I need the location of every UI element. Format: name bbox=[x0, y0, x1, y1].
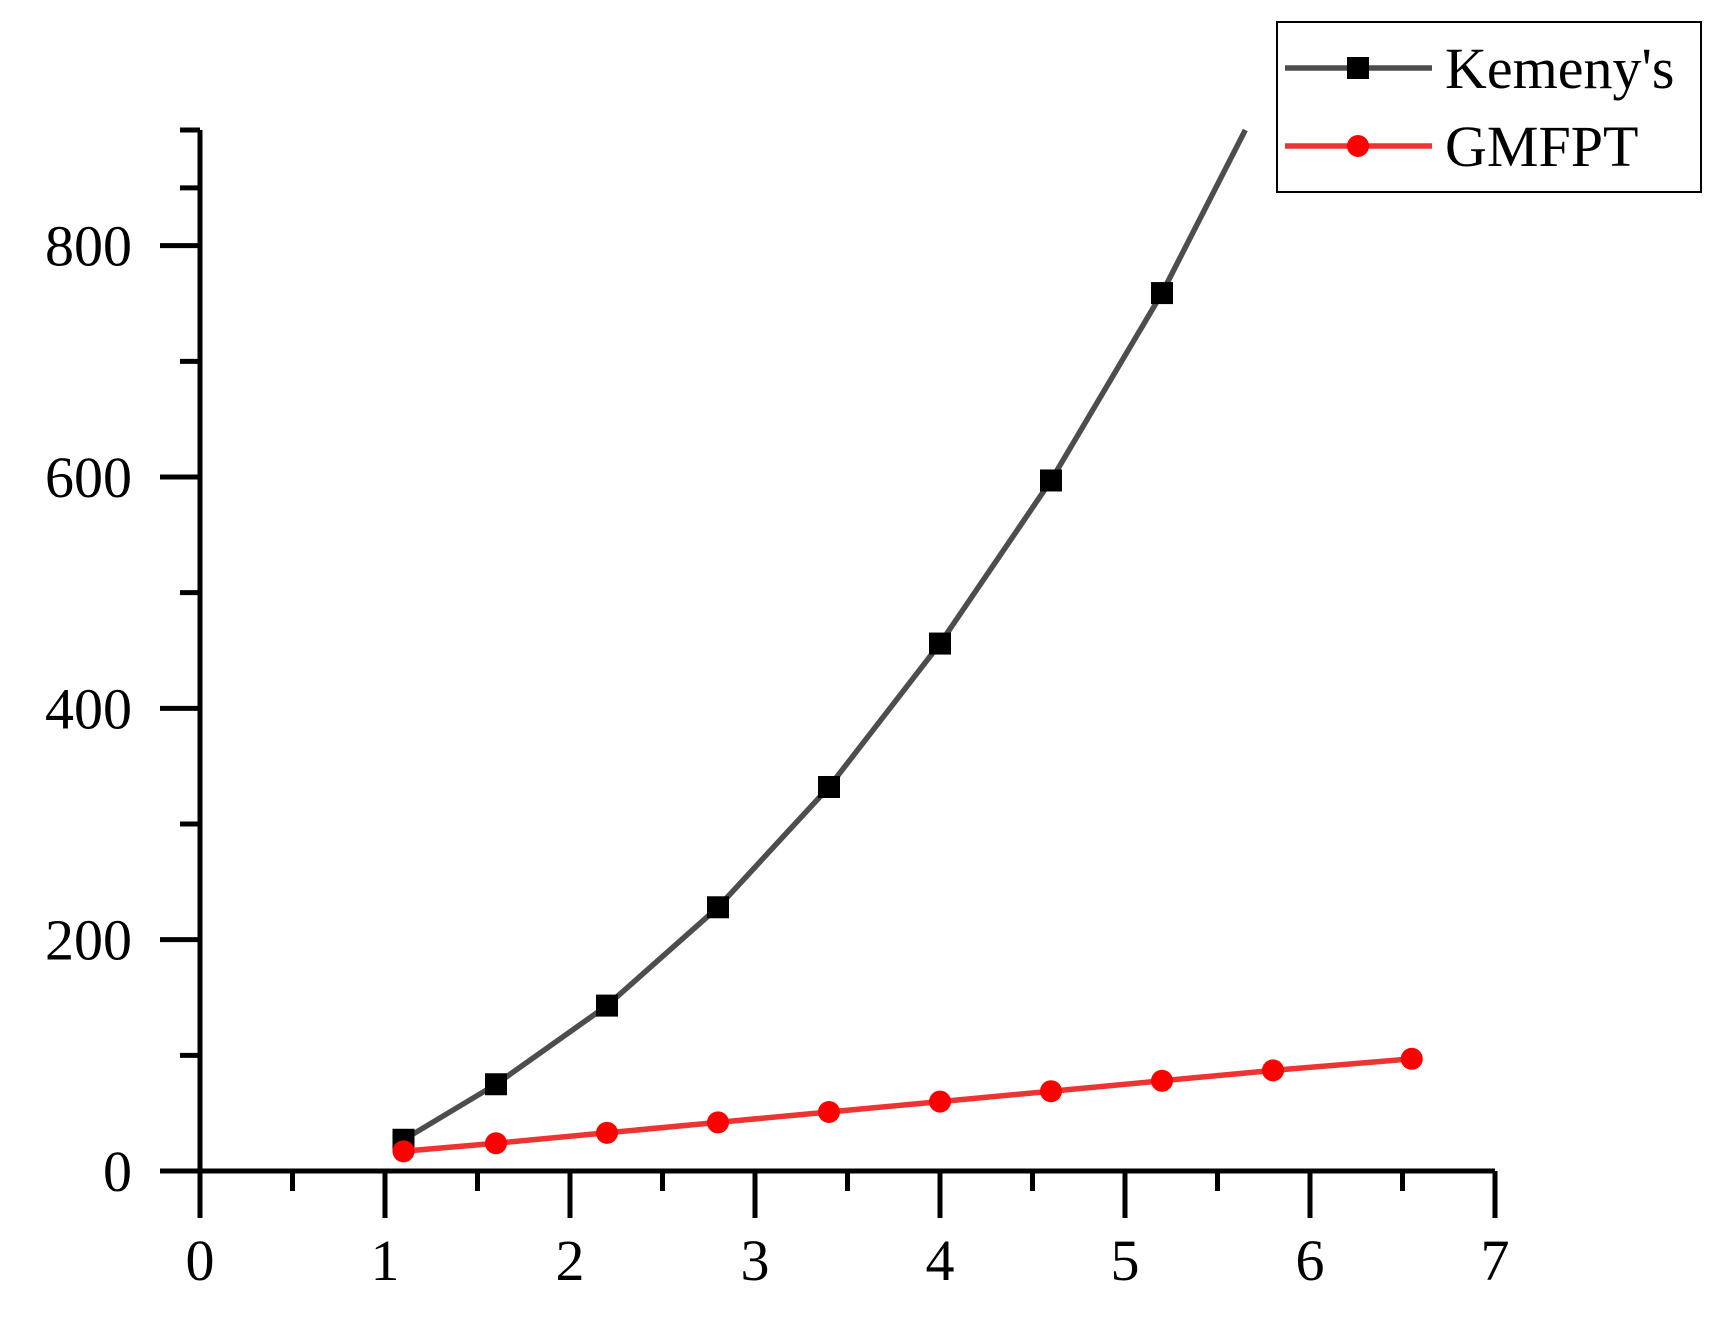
gmfpt-point bbox=[596, 1121, 618, 1144]
gmfpt-line bbox=[403, 1056, 1413, 1155]
gmfpt-point bbox=[818, 1101, 840, 1124]
x-tick-label: 1 bbox=[371, 1228, 400, 1293]
legend-box bbox=[1276, 21, 1702, 193]
y-tick-label: 0 bbox=[103, 1139, 132, 1204]
legend-gmfpt-marker bbox=[1347, 135, 1369, 157]
kemeny-s-point bbox=[1151, 282, 1173, 305]
kemeny-s-point bbox=[1040, 469, 1062, 492]
legend-kemeny-s-marker bbox=[1347, 57, 1369, 79]
legend: Kemeny's GMFPT bbox=[1276, 21, 1702, 193]
axes: 0 1 2 3 4 5 6 7 0 200 400 600 800 bbox=[45, 127, 1510, 1293]
legend-kemeny-s-label: Kemeny's bbox=[1445, 36, 1675, 101]
kemeny-s-point bbox=[707, 896, 729, 919]
kemeny-s-point bbox=[596, 994, 618, 1017]
x-tick-label: 7 bbox=[1481, 1228, 1510, 1293]
kemeny-s-line bbox=[402, 128, 1248, 1143]
gmfpt-point bbox=[485, 1132, 507, 1155]
gmfpt-point bbox=[392, 1140, 415, 1163]
kemeny-s-point bbox=[929, 632, 951, 655]
kemeny-s-point bbox=[485, 1073, 507, 1096]
y-tick-label: 400 bbox=[45, 676, 132, 741]
plot-area bbox=[392, 128, 1423, 1163]
x-tick-label: 6 bbox=[1296, 1228, 1325, 1293]
x-tick-label: 0 bbox=[186, 1228, 215, 1293]
x-tick-label: 4 bbox=[926, 1228, 955, 1293]
x-tick-label: 2 bbox=[556, 1228, 585, 1293]
gmfpt-point bbox=[1262, 1059, 1284, 1082]
legend-gmfpt-label: GMFPT bbox=[1445, 114, 1638, 179]
gmfpt-point bbox=[1040, 1080, 1062, 1103]
x-tick-label: 3 bbox=[741, 1228, 770, 1293]
x-tick-label: 5 bbox=[1111, 1228, 1140, 1293]
gmfpt-point bbox=[1151, 1069, 1173, 1092]
kemeny-s-point bbox=[818, 775, 840, 798]
y-tick-label: 800 bbox=[45, 214, 132, 279]
gmfpt-point bbox=[707, 1111, 729, 1134]
y-tick-label: 200 bbox=[45, 908, 132, 973]
gmfpt-point bbox=[929, 1090, 951, 1113]
y-tick-label: 600 bbox=[45, 445, 132, 510]
gmfpt-point bbox=[1400, 1047, 1423, 1070]
